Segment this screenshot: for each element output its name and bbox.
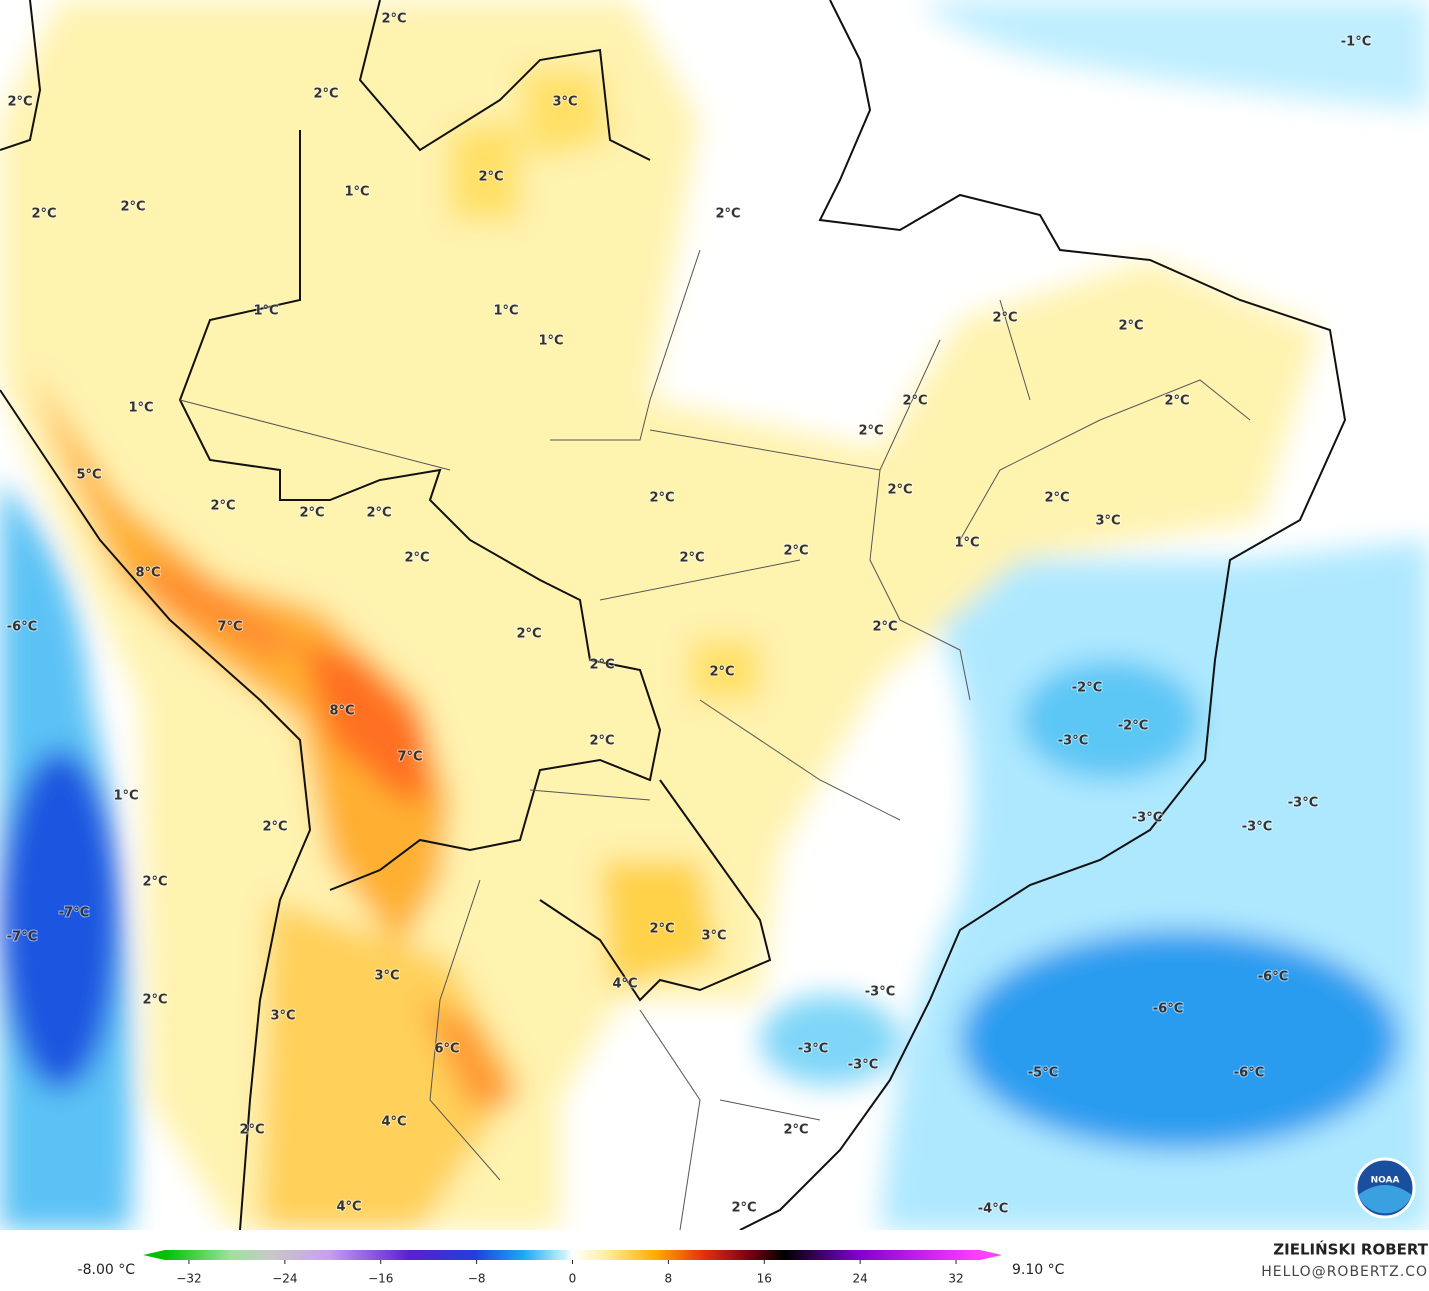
temperature-label: 2°C <box>262 820 287 835</box>
credit-email: HELLO@ROBERTZ.CO <box>1261 1264 1428 1280</box>
temperature-label: 2°C <box>992 311 1017 326</box>
temperature-label: 2°C <box>142 993 167 1008</box>
temperature-label: 2°C <box>516 627 541 642</box>
temperature-label: 1°C <box>538 334 563 349</box>
temperature-label: 2°C <box>589 734 614 749</box>
temperature-label: 2°C <box>1118 319 1143 334</box>
colorbar-tick-label: 0 <box>569 1272 577 1286</box>
temperature-label: -3°C <box>848 1058 878 1073</box>
colorbar: -8.00 °C 9.10 °C ZIELIŃSKI ROBERT HELLO@… <box>78 1240 1429 1286</box>
temperature-label: 2°C <box>120 200 145 215</box>
temperature-label: 2°C <box>313 87 338 102</box>
temperature-label: 7°C <box>217 620 242 635</box>
temperature-label: 3°C <box>1095 514 1120 529</box>
temperature-label: 2°C <box>404 551 429 566</box>
temperature-label: 1°C <box>253 304 278 319</box>
temperature-label: -3°C <box>1132 811 1162 826</box>
temperature-label: 2°C <box>7 95 32 110</box>
temperature-label: -4°C <box>978 1202 1008 1217</box>
temperature-label: -7°C <box>7 930 37 945</box>
temperature-label: -7°C <box>59 906 89 921</box>
temperature-labels: 2°C 2°C 3°C 2°C 2°C 1°C 2°C 2°C 2°C 1°C 1°C 1°C 2°C 2… <box>6 11 1372 1218</box>
temperature-label: 2°C <box>679 551 704 566</box>
logo: NOAA <box>1354 1157 1416 1219</box>
colorbar-tick-label: 32 <box>948 1272 963 1286</box>
temperature-label: 2°C <box>783 1123 808 1138</box>
temperature-label: -3°C <box>1242 820 1272 835</box>
temperature-label: -6°C <box>1234 1066 1264 1081</box>
colorbar-tick-label: −32 <box>176 1272 201 1286</box>
temperature-label: 2°C <box>887 483 912 498</box>
temperature-label: 3°C <box>701 929 726 944</box>
colorbar-tick-label: −16 <box>368 1272 393 1286</box>
colorbar-arrow-left <box>143 1250 165 1260</box>
temperature-label: 8°C <box>135 566 160 581</box>
temperature-label: 2°C <box>1164 394 1189 409</box>
temperature-label: 4°C <box>612 977 637 992</box>
temperature-label: 8°C <box>329 704 354 719</box>
temperature-label: 2°C <box>715 207 740 222</box>
map-background <box>0 0 1429 1231</box>
temperature-label: -2°C <box>1072 681 1102 696</box>
temperature-label: 6°C <box>434 1042 459 1057</box>
temperature-label: 2°C <box>709 665 734 680</box>
colorbar-arrow-right <box>980 1250 1002 1260</box>
temperature-label: 2°C <box>299 506 324 521</box>
temperature-label: 4°C <box>336 1200 361 1215</box>
temperature-label: 2°C <box>478 170 503 185</box>
temperature-label: 2°C <box>872 620 897 635</box>
temperature-label: 2°C <box>1044 491 1069 506</box>
colorbar-min: -8.00 °C <box>78 1262 136 1278</box>
temperature-label: 2°C <box>649 491 674 506</box>
temperature-label: 2°C <box>366 506 391 521</box>
temperature-label: 5°C <box>76 468 101 483</box>
temperature-label: 4°C <box>381 1115 406 1130</box>
temperature-label: 2°C <box>858 424 883 439</box>
temperature-label: -6°C <box>7 620 37 635</box>
temperature-label: -2°C <box>1118 719 1148 734</box>
temperature-label: -6°C <box>1153 1002 1183 1017</box>
temperature-label: -5°C <box>1028 1066 1058 1081</box>
temperature-label: -3°C <box>865 985 895 1000</box>
colorbar-bar <box>165 1250 980 1260</box>
credit-name: ZIELIŃSKI ROBERT <box>1273 1240 1428 1259</box>
temperature-label: 2°C <box>142 875 167 890</box>
colorbar-tick-label: 8 <box>665 1272 673 1286</box>
temperature-label: 1°C <box>954 536 979 551</box>
temperature-label: 1°C <box>344 185 369 200</box>
temperature-label: 7°C <box>397 750 422 765</box>
colorbar-max: 9.10 °C <box>1012 1262 1065 1278</box>
colorbar-tick-label: 16 <box>757 1272 772 1286</box>
temperature-label: -1°C <box>1341 35 1371 50</box>
temperature-label: 3°C <box>552 95 577 110</box>
temperature-label: -3°C <box>798 1042 828 1057</box>
temperature-label: 2°C <box>731 1201 756 1216</box>
temperature-label: 2°C <box>239 1123 264 1138</box>
temperature-label: 3°C <box>270 1009 295 1024</box>
temperature-label: 2°C <box>649 922 674 937</box>
temperature-label: 1°C <box>128 401 153 416</box>
temperature-label: 2°C <box>381 12 406 27</box>
temperature-label: 2°C <box>902 394 927 409</box>
temperature-label: -3°C <box>1288 796 1318 811</box>
temperature-label: 1°C <box>113 789 138 804</box>
colorbar-tick-label: −8 <box>468 1272 486 1286</box>
temperature-label: 3°C <box>374 969 399 984</box>
temperature-label: 2°C <box>783 544 808 559</box>
temperature-label: -6°C <box>1258 970 1288 985</box>
temperature-label: 2°C <box>589 658 614 673</box>
logo-text: NOAA <box>1371 1176 1400 1186</box>
temperature-label: 2°C <box>31 207 56 222</box>
colorbar-tick-label: 24 <box>853 1272 868 1286</box>
temperature-label: -3°C <box>1058 734 1088 749</box>
colorbar-tick-label: −24 <box>272 1272 297 1286</box>
temperature-label: 2°C <box>210 499 235 514</box>
temperature-label: 1°C <box>493 304 518 319</box>
